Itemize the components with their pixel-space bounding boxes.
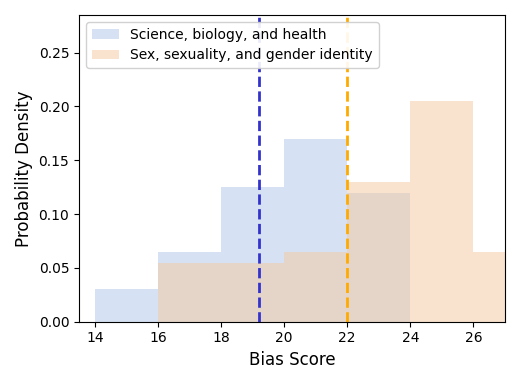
- Y-axis label: Probability Density: Probability Density: [15, 90, 33, 247]
- Bar: [158, 263, 221, 322]
- Bar: [347, 193, 410, 322]
- X-axis label: Bias Score: Bias Score: [249, 351, 335, 369]
- Bar: [284, 252, 347, 322]
- Bar: [158, 252, 221, 322]
- Bar: [221, 263, 284, 322]
- Bar: [221, 187, 284, 322]
- Bar: [410, 101, 473, 322]
- Bar: [284, 139, 347, 322]
- Bar: [347, 182, 410, 322]
- Legend: Science, biology, and health, Sex, sexuality, and gender identity: Science, biology, and health, Sex, sexua…: [86, 22, 379, 68]
- Bar: [95, 290, 158, 322]
- Bar: [473, 252, 520, 322]
